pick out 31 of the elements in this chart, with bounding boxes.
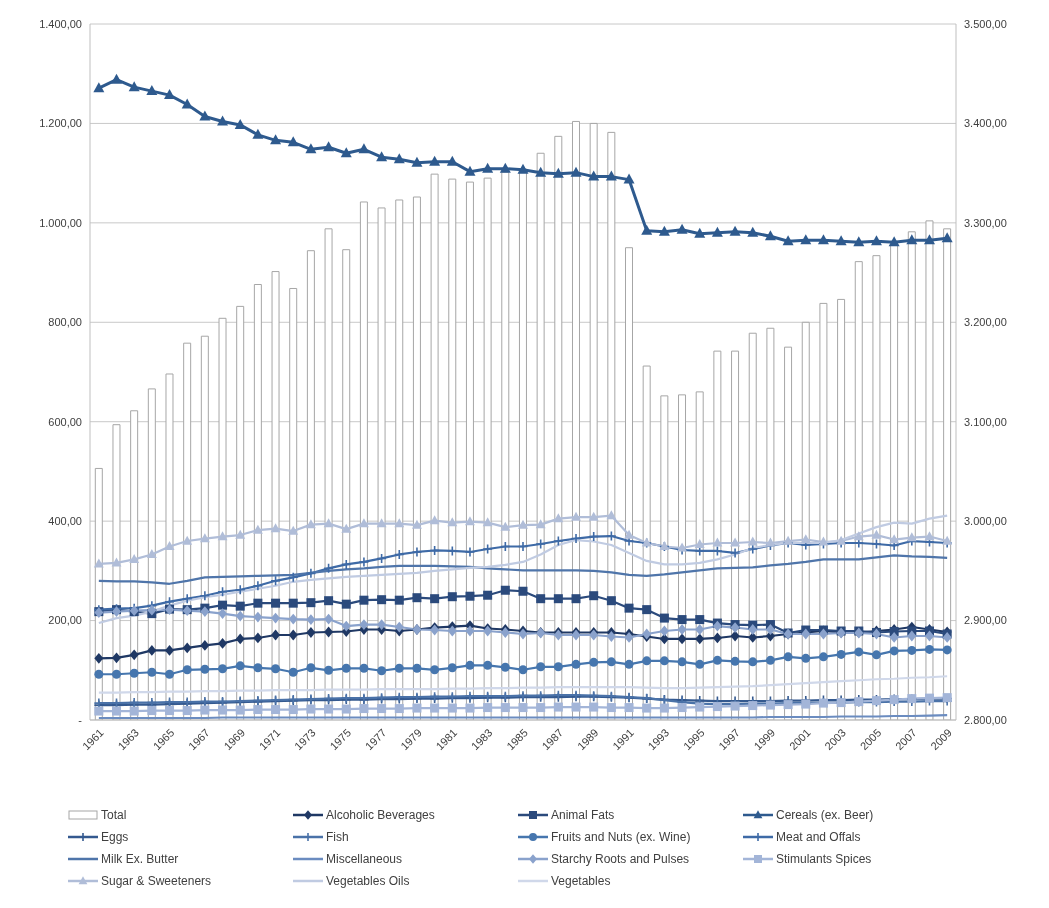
legend-label: Meat and Offals <box>776 830 861 844</box>
y-tick-label: - <box>78 713 83 726</box>
y-tick-label: 800,00 <box>48 316 82 329</box>
y2-tick-label: 3.000,00 <box>964 515 1007 528</box>
legend-label: Alcoholic Beverages <box>326 808 435 822</box>
legend-label: Starchy Roots and Pulses <box>551 852 690 866</box>
legend-label: Total <box>101 808 127 822</box>
legend-label: Milk Ex. Butter <box>101 852 179 866</box>
legend-label: Fish <box>326 830 349 844</box>
legend-label: Miscellaneous <box>326 852 403 866</box>
legend-label: Stimulants Spices <box>776 852 872 866</box>
y2-tick-label: 3.200,00 <box>964 316 1007 329</box>
legend-label: Vegetables <box>551 874 611 888</box>
legend-label: Animal Fats <box>551 808 615 822</box>
y2-tick-label: 2.900,00 <box>964 614 1007 627</box>
y2-tick-label: 3.500,00 <box>964 17 1007 30</box>
y2-tick-label: 2.800,00 <box>964 713 1007 726</box>
y-tick-label: 400,00 <box>48 515 82 528</box>
y-tick-label: 200,00 <box>48 614 82 627</box>
legend-label: Sugar & Sweeteners <box>101 874 212 888</box>
y-tick-label: 1.000,00 <box>39 216 82 229</box>
legend-label: Eggs <box>101 830 129 844</box>
y2-tick-label: 3.100,00 <box>964 415 1007 428</box>
y-tick-label: 1.200,00 <box>39 117 82 130</box>
legend-label: Vegetables Oils <box>326 874 410 888</box>
y2-tick-label: 3.300,00 <box>964 216 1007 229</box>
y2-tick-label: 3.400,00 <box>964 117 1007 130</box>
legend-label: Fruits and Nuts (ex. Wine) <box>551 830 691 844</box>
y-tick-label: 1.400,00 <box>39 17 82 30</box>
legend-label: Cereals (ex. Beer) <box>776 808 874 822</box>
y-tick-label: 600,00 <box>48 415 82 428</box>
